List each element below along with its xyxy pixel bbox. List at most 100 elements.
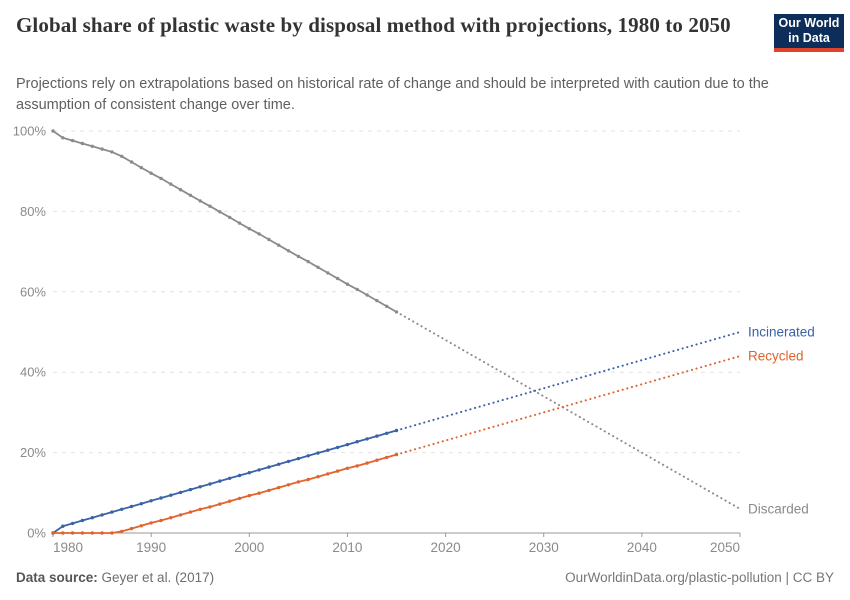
- series-point: [375, 458, 379, 462]
- series-point: [345, 442, 350, 447]
- y-tick-label: 40%: [20, 365, 46, 380]
- series-point: [208, 204, 212, 208]
- series-point: [188, 510, 193, 514]
- series-point: [188, 193, 193, 197]
- series-point: [100, 513, 104, 517]
- series-point: [80, 141, 85, 146]
- series-point: [355, 464, 359, 468]
- chart-svg[interactable]: 0% 20% 40% 60% 80% 100% 1980 1990 2000 2010 2020 20…: [0, 115, 850, 565]
- series-point: [316, 475, 320, 479]
- chart-area[interactable]: 0% 20% 40% 60% 80% 100% 1980 1990 2000 2010 2020 20…: [0, 115, 850, 565]
- series-point: [296, 480, 301, 484]
- series-point: [385, 304, 389, 308]
- x-tick-label: 2040: [627, 540, 657, 555]
- page-title: Global share of plastic waste by disposa…: [16, 13, 731, 37]
- series-point: [70, 531, 75, 535]
- series-point: [237, 221, 242, 225]
- series-point: [178, 188, 183, 192]
- series-point: [365, 461, 369, 465]
- series-point: [61, 524, 65, 528]
- series-point: [110, 531, 114, 535]
- series-point: [257, 491, 261, 495]
- series-point: [306, 259, 310, 264]
- series-point: [51, 531, 55, 535]
- series-point: [345, 282, 350, 286]
- series-point: [110, 150, 114, 154]
- series-point: [70, 138, 75, 143]
- series-point: [296, 254, 301, 259]
- series-line-incinerated: [52, 429, 397, 534]
- x-tick-label: 1980: [53, 540, 83, 555]
- series-point: [385, 455, 389, 460]
- y-tick-label: 60%: [20, 284, 46, 299]
- series-point: [326, 448, 330, 452]
- y-tick-label: 80%: [20, 204, 46, 219]
- series-point: [247, 471, 251, 475]
- series-point: [129, 160, 134, 164]
- series-point: [277, 243, 281, 247]
- series-point: [90, 516, 95, 520]
- series-point: [296, 456, 301, 461]
- series-point: [326, 271, 330, 275]
- series-point: [110, 510, 114, 514]
- series-point: [316, 451, 320, 455]
- series-line-recycled: [53, 453, 397, 534]
- owid-logo-line1: Our World: [778, 16, 840, 30]
- license-link[interactable]: OurWorldinData.org/plastic-pollution | C…: [565, 570, 834, 585]
- series-point: [159, 518, 163, 523]
- series-end-label-incinerated: Incinerated: [748, 325, 815, 340]
- series-point: [218, 479, 222, 483]
- series-point: [100, 147, 104, 151]
- x-tick-label: 2000: [234, 540, 264, 555]
- series-point: [365, 437, 369, 441]
- series-point: [365, 293, 369, 297]
- x-tick-label: 2010: [332, 540, 362, 555]
- series-point: [129, 526, 134, 531]
- series-point: [257, 232, 261, 236]
- series-point: [208, 505, 212, 509]
- series-point: [100, 531, 104, 535]
- series-point: [247, 227, 251, 231]
- series-line-discarded: [52, 130, 397, 313]
- series-point: [237, 496, 242, 501]
- series-point: [257, 468, 261, 472]
- series-point: [286, 483, 291, 487]
- series-point: [277, 462, 281, 466]
- x-tick-label: 2050: [710, 540, 740, 555]
- series-point: [90, 144, 95, 148]
- series-point: [335, 276, 340, 281]
- data-source-label: Data source:: [16, 570, 98, 585]
- x-tick-label: 2020: [431, 540, 461, 555]
- series-point: [335, 445, 340, 450]
- series-point: [267, 465, 271, 469]
- series-point: [169, 182, 173, 186]
- data-source: Data source: Geyer et al. (2017): [16, 570, 214, 585]
- owid-logo-line2: in Data: [788, 31, 830, 45]
- series-point: [178, 490, 183, 495]
- series-point: [120, 507, 124, 511]
- series-point: [208, 482, 212, 486]
- series-point: [228, 476, 232, 480]
- series-point: [169, 493, 173, 497]
- series-point: [218, 210, 222, 214]
- series-point: [159, 496, 163, 500]
- series-point: [286, 459, 291, 464]
- owid-logo[interactable]: Our World in Data: [774, 14, 844, 52]
- series-point: [355, 440, 359, 444]
- series-point: [335, 469, 340, 473]
- series-point: [345, 466, 350, 470]
- series-point: [198, 507, 202, 511]
- series-point: [228, 499, 232, 503]
- series-point: [355, 287, 359, 292]
- series-point: [316, 265, 320, 269]
- series-point: [90, 531, 95, 535]
- series-point: [247, 493, 251, 498]
- series-point: [51, 129, 55, 133]
- series-point: [375, 298, 379, 303]
- series-point: [267, 237, 271, 242]
- data-source-value: Geyer et al. (2017): [97, 570, 215, 585]
- series-point: [139, 165, 143, 170]
- series-point: [267, 488, 271, 493]
- series-point: [178, 513, 183, 517]
- series-point: [188, 487, 193, 492]
